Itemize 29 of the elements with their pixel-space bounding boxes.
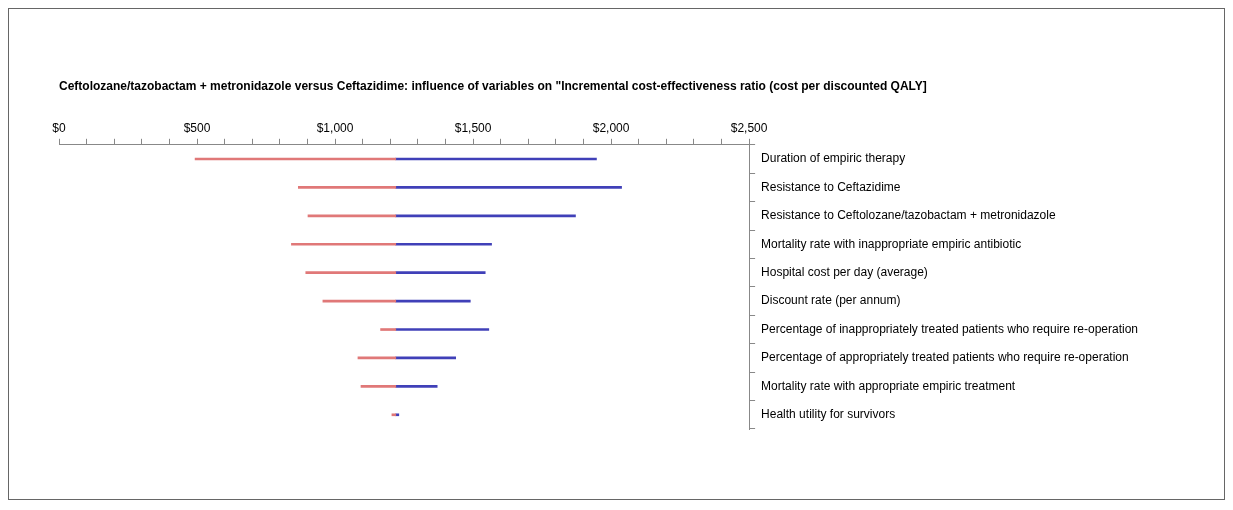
bar (391, 413, 397, 417)
chart-title: Ceftolozane/tazobactam + metronidazole versus Ceftazidime: influence of variables on "Incremental cost-effectiveness ratio (cost per discounted QALY] (59, 78, 927, 93)
x-tick-label: $0 (52, 120, 66, 135)
x-tick-label: $2,500 (730, 120, 768, 135)
y-tick-label: Resistance to Ceftazidime (761, 179, 901, 194)
y-tick-label: Percentage of appropriately treated patients who require re-operation (761, 350, 1129, 365)
bar (395, 328, 490, 331)
bar (380, 328, 397, 331)
bar (395, 186, 622, 189)
y-tick-label: Mortality rate with inappropriate empiric antibiotic (761, 236, 1022, 251)
bar (305, 271, 397, 275)
bar (395, 385, 438, 388)
bar (395, 413, 400, 417)
y-tick-label: Health utility for survivors (761, 407, 896, 422)
x-tick-label: $1,000 (316, 120, 354, 135)
y-tick-label: Duration of empiric therapy (761, 151, 906, 166)
bar (298, 186, 397, 189)
y-tick-label: Resistance to Ceftolozane/tazobactam + metronidazole (761, 208, 1056, 223)
bar (395, 242, 492, 246)
bar (291, 242, 397, 246)
bar (360, 385, 397, 388)
y-tick-label: Discount rate (per annum) (761, 293, 901, 308)
y-tick-label: Mortality rate with appropriate empiric treatment (761, 378, 1016, 393)
bar (395, 271, 486, 275)
x-tick-label: $500 (183, 120, 211, 135)
x-tick-label: $2,000 (592, 120, 630, 135)
x-tick-label: $1,500 (454, 120, 492, 135)
y-tick-label: Percentage of inappropriately treated patients who require re-operation (761, 321, 1139, 336)
y-tick-label: Hospital cost per day (average) (761, 265, 928, 279)
